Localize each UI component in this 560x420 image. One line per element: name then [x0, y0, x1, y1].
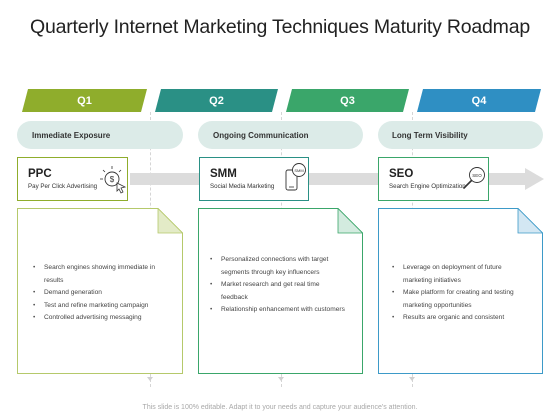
technique-card-seo: SEO Search Engine Optimization SEO: [378, 157, 489, 201]
quarter-banner-shape: [417, 89, 541, 112]
card-title: SEO: [389, 168, 414, 180]
svg-text:SMM: SMM: [294, 168, 303, 173]
card-title: SMM: [210, 168, 237, 180]
quarter-label: Q2: [209, 94, 224, 107]
seo-magnifier-icon: SEO: [463, 167, 485, 189]
card-subtitle: Search Engine Optimization: [389, 183, 466, 190]
quarter-banner-shape: [155, 89, 278, 112]
list-item: Results are organic and consistent: [390, 312, 528, 325]
phase-label: Immediate Exposure: [32, 130, 111, 140]
list-item: Demand generation: [31, 287, 171, 300]
social-media-phone-icon: SMM: [285, 163, 306, 191]
card-subtitle: Social Media Marketing: [210, 183, 275, 190]
quarter-label: Q3: [340, 94, 355, 107]
timeline-arrow-head: [525, 168, 544, 190]
quarter-label: Q1: [77, 94, 92, 107]
details-box-q1: Search engines showing immediate in resu…: [17, 208, 183, 374]
card-title: PPC: [28, 168, 52, 180]
quarter-banner-q3: Q3: [286, 89, 409, 112]
card-subtitle: Pay Per Click Advertising: [28, 183, 98, 190]
details-list: Leverage on deployment of future marketi…: [390, 262, 528, 325]
quarter-banner-q2: Q2: [155, 89, 278, 112]
list-item: Personalized connections with target seg…: [208, 254, 348, 279]
pay-per-click-icon: $: [100, 166, 127, 194]
details-box-q2: Personalized connections with target seg…: [198, 208, 363, 374]
details-list: Search engines showing immediate in resu…: [31, 262, 171, 325]
list-item: Controlled advertising messaging: [31, 312, 171, 325]
technique-card-ppc: PPC Pay Per Click Advertising $: [17, 157, 128, 201]
divider-arrow: [278, 377, 284, 381]
svg-text:$: $: [110, 175, 115, 184]
list-item: Relationship enhancement with customers: [208, 304, 348, 317]
list-item: Make platform for creating and testing m…: [390, 287, 528, 312]
quarter-banner-shape: [22, 89, 147, 112]
list-item: Leverage on deployment of future marketi…: [390, 262, 528, 287]
slide-title: Quarterly Internet Marketing Techniques …: [29, 16, 531, 38]
list-item: Search engines showing immediate in resu…: [31, 262, 171, 287]
quarter-banner-q4: Q4: [417, 89, 541, 112]
technique-card-smm: SMM Social Media Marketing SMM: [199, 157, 309, 201]
list-item: Test and refine marketing campaign: [31, 300, 171, 313]
list-item: Market research and get real time feedba…: [208, 279, 348, 304]
phase-label: Ongoing Communication: [213, 130, 309, 140]
divider-arrow: [147, 377, 153, 381]
phase-label: Long Term Visibility: [392, 130, 468, 140]
divider-arrow: [409, 377, 415, 381]
phase-pill-ongoing-communication: Ongoing Communication: [198, 121, 363, 149]
footer-note: This slide is 100% editable. Adapt it to…: [142, 404, 418, 411]
phase-pill-long-term-visibility: Long Term Visibility: [378, 121, 543, 149]
details-box-q3: Leverage on deployment of future marketi…: [378, 208, 543, 374]
svg-text:SEO: SEO: [472, 173, 482, 178]
quarter-banner-q1: Q1: [22, 89, 147, 112]
phase-pill-immediate-exposure: Immediate Exposure: [17, 121, 183, 149]
details-list: Personalized connections with target seg…: [208, 254, 348, 317]
quarter-banner-shape: [286, 89, 409, 112]
quarter-label: Q4: [471, 94, 487, 107]
